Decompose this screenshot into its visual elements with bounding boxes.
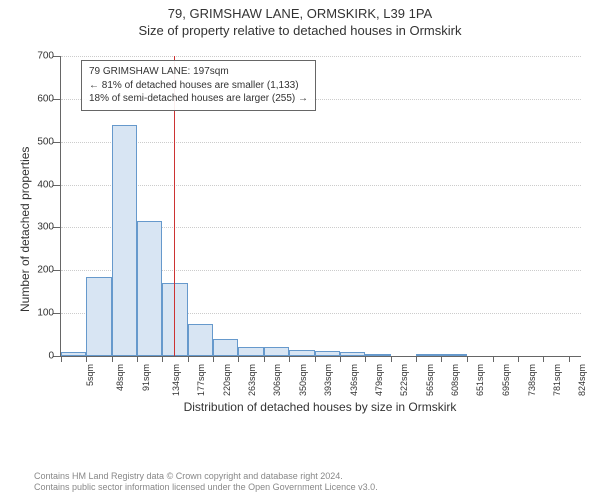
x-tick	[340, 356, 341, 362]
grid-line	[61, 142, 581, 143]
chart-area: 79 GRIMSHAW LANE: 197sqm ← 81% of detach…	[60, 48, 580, 408]
histogram-bar	[315, 351, 340, 356]
x-tick	[112, 356, 113, 362]
histogram-bar	[340, 352, 365, 356]
x-tick-label: 306sqm	[272, 364, 282, 396]
histogram-bar	[137, 221, 162, 356]
info-line-3: 18% of semi-detached houses are larger (…	[89, 92, 308, 106]
x-tick-label: 436sqm	[349, 364, 359, 396]
x-tick-label: 177sqm	[196, 364, 206, 396]
x-tick	[441, 356, 442, 362]
histogram-bar	[188, 324, 213, 356]
footer-line-2: Contains public sector information licen…	[34, 482, 378, 494]
title-main: 79, GRIMSHAW LANE, ORMSKIRK, L39 1PA	[0, 0, 600, 21]
x-tick	[162, 356, 163, 362]
histogram-bar	[238, 347, 263, 356]
y-tick-label: 300	[37, 222, 54, 233]
x-tick	[543, 356, 544, 362]
x-tick	[264, 356, 265, 362]
x-tick-label: 479sqm	[374, 364, 384, 396]
x-tick-label: 5sqm	[85, 364, 95, 386]
info-line-1: 79 GRIMSHAW LANE: 197sqm	[89, 65, 308, 79]
footer-line-1: Contains HM Land Registry data © Crown c…	[34, 471, 378, 483]
x-tick-label: 651sqm	[475, 364, 485, 396]
x-tick	[391, 356, 392, 362]
histogram-bar	[289, 350, 314, 356]
x-tick-label: 781sqm	[552, 364, 562, 396]
x-tick-label: 48sqm	[115, 364, 125, 391]
y-tick-label: 700	[37, 51, 54, 62]
info-line-2: ← 81% of detached houses are smaller (1,…	[89, 79, 308, 93]
x-tick-label: 91sqm	[141, 364, 151, 391]
y-tick-label: 200	[37, 265, 54, 276]
histogram-bar	[365, 354, 390, 356]
y-tick-label: 500	[37, 136, 54, 147]
x-tick	[188, 356, 189, 362]
y-tick-label: 0	[48, 351, 54, 362]
x-tick-label: 695sqm	[501, 364, 511, 396]
histogram-bar	[264, 347, 289, 356]
footer: Contains HM Land Registry data © Crown c…	[34, 471, 378, 494]
plot-region: 79 GRIMSHAW LANE: 197sqm ← 81% of detach…	[60, 56, 581, 357]
grid-line	[61, 56, 581, 57]
grid-line	[61, 185, 581, 186]
y-tick-label: 600	[37, 93, 54, 104]
x-tick-label: 608sqm	[450, 364, 460, 396]
x-tick-label: 134sqm	[171, 364, 181, 396]
x-tick-label: 220sqm	[222, 364, 232, 396]
histogram-bar	[112, 125, 137, 356]
x-tick	[365, 356, 366, 362]
x-tick-label: 522sqm	[399, 364, 409, 396]
x-tick-label: 565sqm	[425, 364, 435, 396]
x-tick-label: 738sqm	[527, 364, 537, 396]
histogram-bar	[213, 339, 238, 356]
x-tick-label: 824sqm	[577, 364, 587, 396]
x-tick	[238, 356, 239, 362]
x-tick	[493, 356, 494, 362]
x-tick	[416, 356, 417, 362]
histogram-bar	[61, 352, 86, 356]
x-tick	[289, 356, 290, 362]
x-tick	[569, 356, 570, 362]
x-tick	[213, 356, 214, 362]
x-tick-label: 393sqm	[324, 364, 334, 396]
x-tick	[86, 356, 87, 362]
x-tick	[467, 356, 468, 362]
x-tick-label: 263sqm	[247, 364, 257, 396]
y-tick-label: 100	[37, 308, 54, 319]
x-tick	[315, 356, 316, 362]
y-tick-label: 400	[37, 179, 54, 190]
x-tick-label: 350sqm	[298, 364, 308, 396]
x-tick	[137, 356, 138, 362]
title-sub: Size of property relative to detached ho…	[0, 21, 600, 38]
x-tick	[61, 356, 62, 362]
histogram-bar	[416, 354, 441, 356]
info-box: 79 GRIMSHAW LANE: 197sqm ← 81% of detach…	[81, 60, 316, 111]
histogram-bar	[86, 277, 111, 356]
histogram-bar	[441, 354, 466, 356]
chart-container: 79, GRIMSHAW LANE, ORMSKIRK, L39 1PA Siz…	[0, 0, 600, 500]
y-axis-title: Number of detached properties	[18, 147, 32, 312]
x-axis-title: Distribution of detached houses by size …	[60, 400, 580, 414]
x-tick	[518, 356, 519, 362]
